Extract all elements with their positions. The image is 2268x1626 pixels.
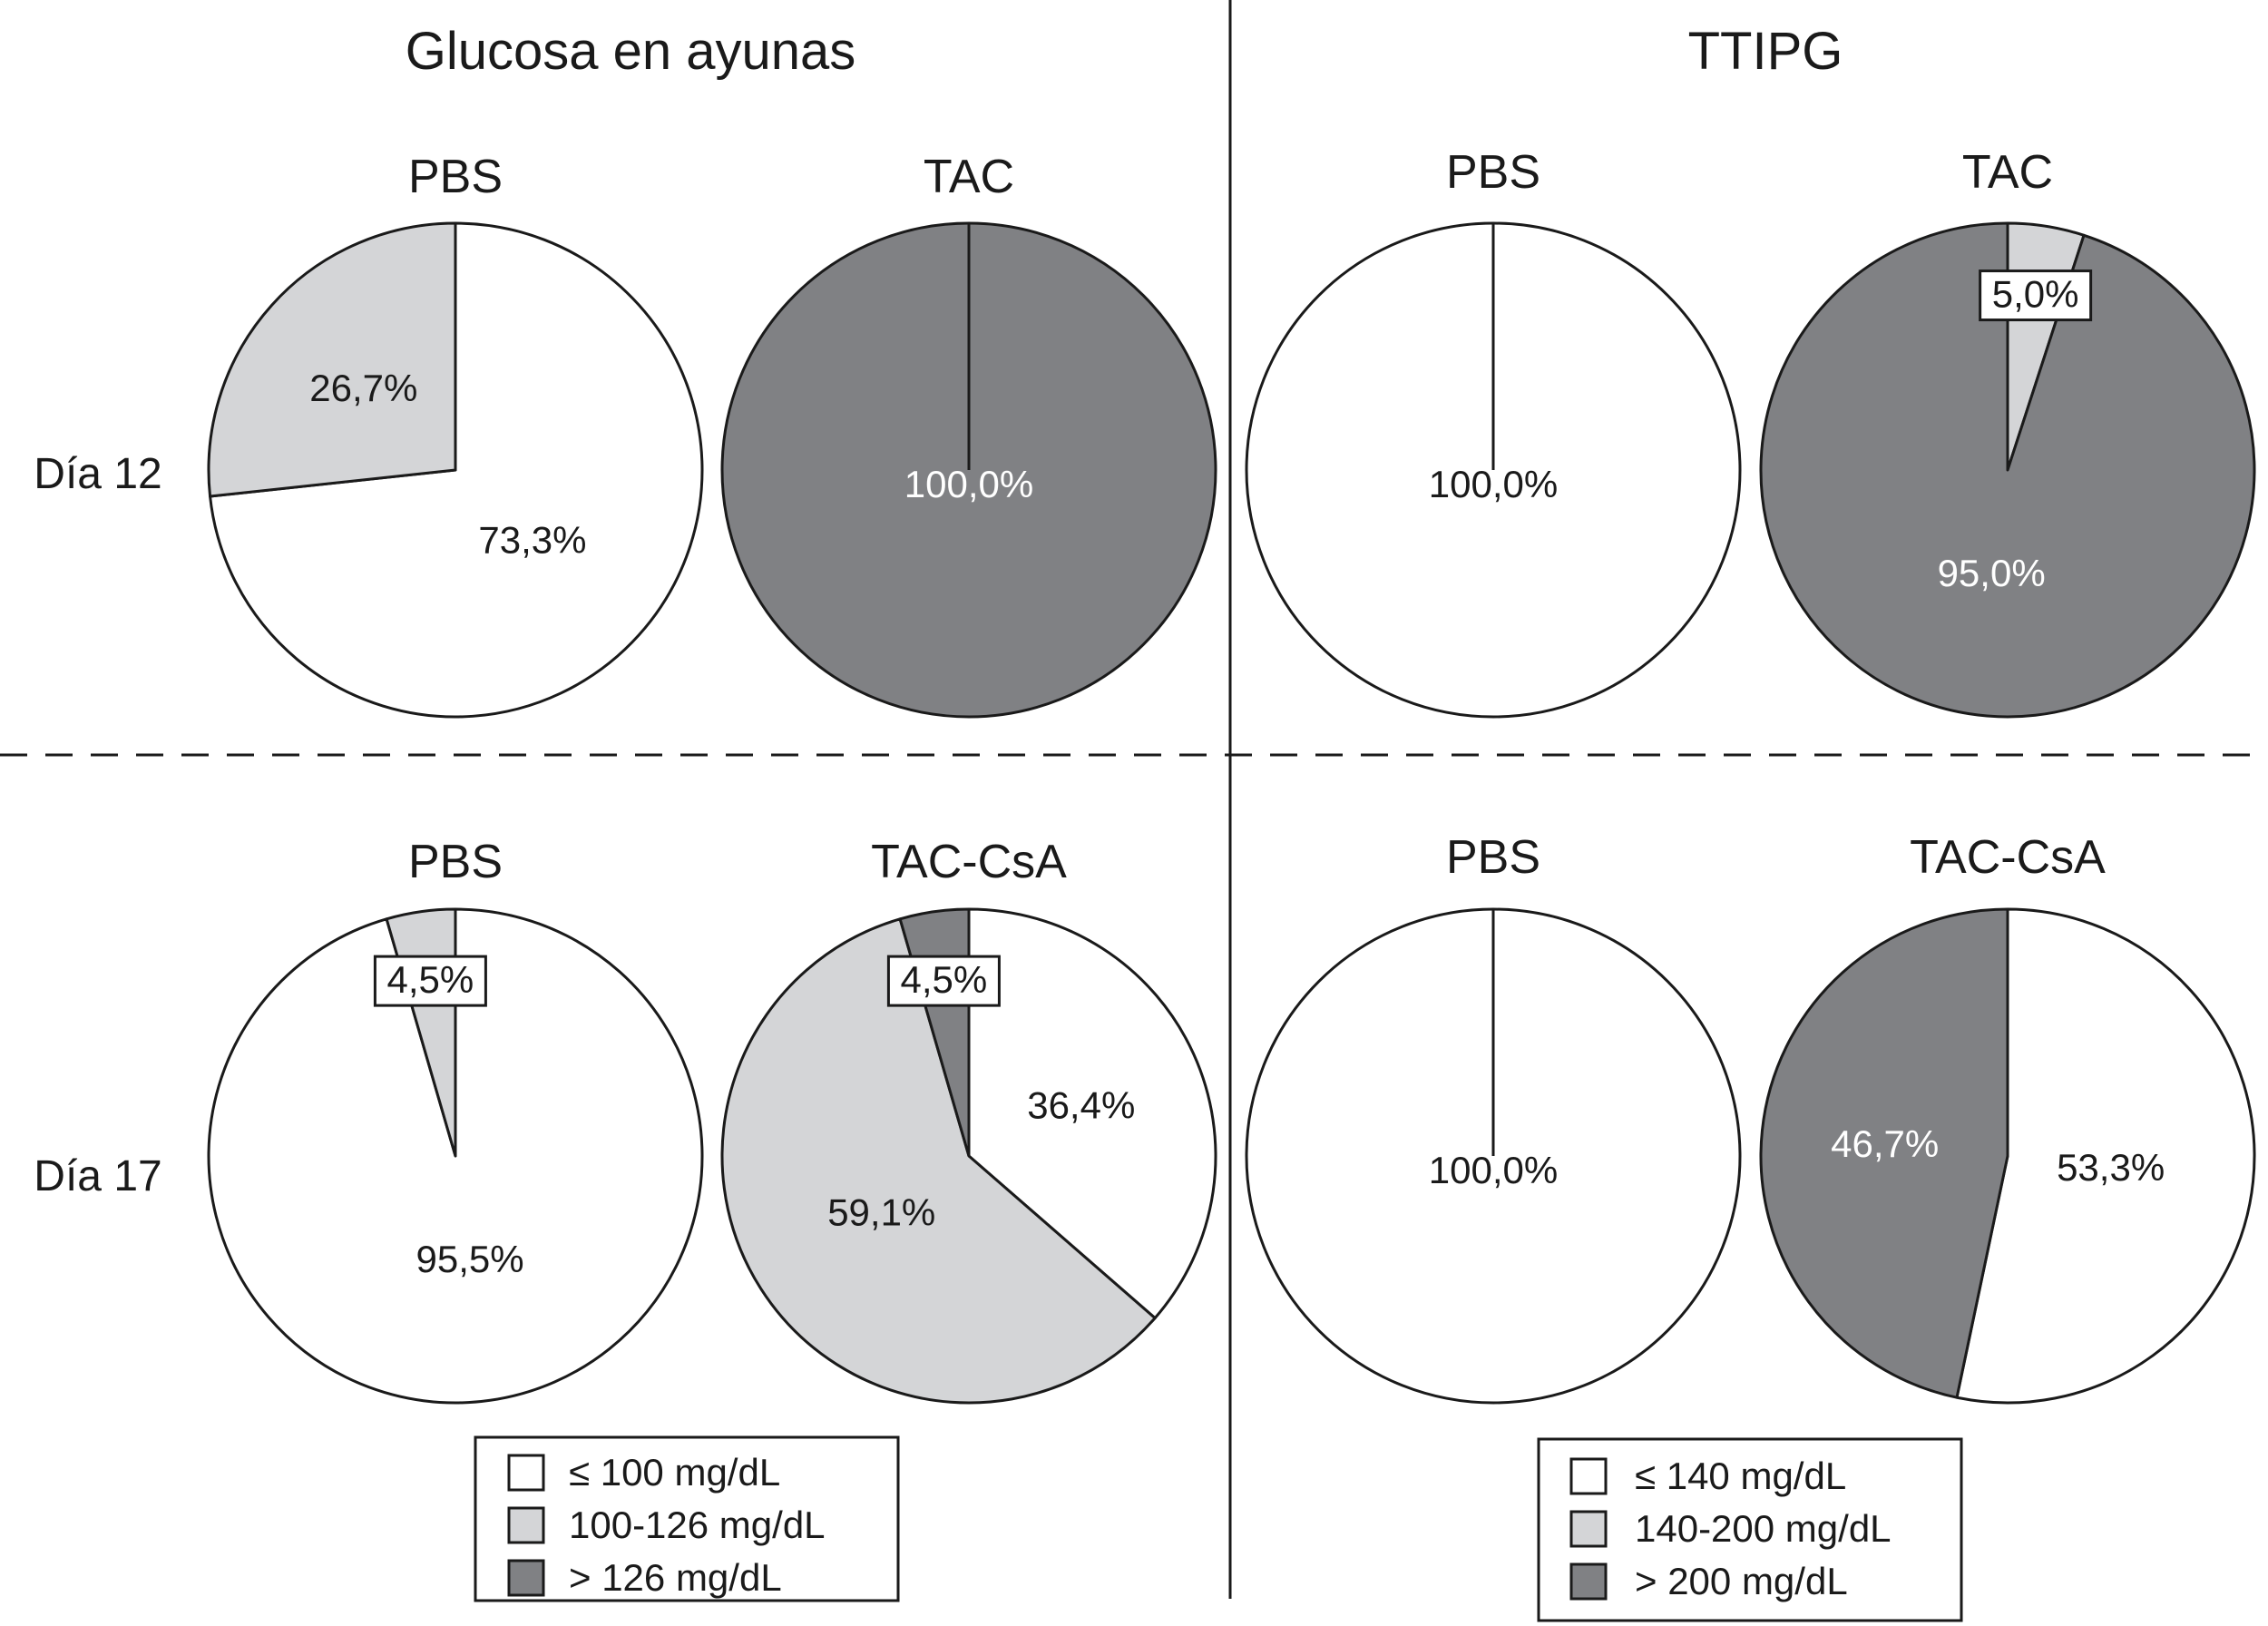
pie-1-label-2: 26,7% — [309, 367, 417, 409]
pie-3-title: PBS — [1446, 146, 1540, 199]
legend-left-label-2: 100-126 mg/dL — [569, 1504, 826, 1546]
pie-8-label-2: 46,7% — [1831, 1122, 1939, 1165]
legend-right-swatch-3 — [1569, 1562, 1608, 1601]
pie-4-label-box-1 — [1979, 269, 2093, 322]
legend-left-label-1: ≤ 100 mg/dL — [569, 1451, 780, 1494]
pie-7-label-1: 100,0% — [1429, 1149, 1558, 1191]
legend-right-swatch-1 — [1569, 1457, 1608, 1495]
pie-4-slice-2 — [1759, 221, 2256, 719]
legend-left-swatch-2 — [507, 1506, 545, 1544]
legend-left-swatch-3 — [507, 1559, 545, 1597]
pie-5-label-2: 4,5% — [387, 958, 474, 1001]
legend-right-label-2: 140-200 mg/dL — [1635, 1507, 1892, 1550]
pie-1-title: PBS — [408, 151, 503, 203]
panel-title-right: TTIPG — [1688, 22, 1843, 81]
row-label-day-17: Día 17 — [34, 1152, 161, 1200]
pie-2: TAC 100,0% — [720, 151, 1217, 719]
row-label-day-12: Día 12 — [34, 450, 161, 498]
legend-right-label-3: > 200 mg/dL — [1635, 1560, 1848, 1602]
legend-right-frame — [1537, 1437, 1963, 1622]
pie-2-title: TAC — [924, 151, 1014, 203]
pie-8-title: TAC-CsA — [1910, 831, 2106, 884]
pie-6-label-1: 36,4% — [1027, 1084, 1135, 1127]
pie-6-title: TAC-CsA — [871, 836, 1067, 888]
pie-7-title: PBS — [1446, 831, 1540, 884]
legend-left-swatch-1 — [507, 1454, 545, 1492]
pies-group: PBS 73,3% 26,7% TAC 100,0% PBS 100,0% TAC 5,0% 95… — [207, 146, 2256, 1405]
legend-left: ≤ 100 mg/dL 100-126 mg/dL > 126 mg/dL — [474, 1435, 900, 1602]
pie-5-title: PBS — [408, 836, 503, 888]
pie-7: PBS 100,0% — [1245, 831, 1742, 1405]
pie-4-title: TAC — [1962, 146, 2053, 199]
pie-6-slice-1 — [967, 907, 1217, 1320]
pie-1-label-1: 73,3% — [478, 518, 586, 561]
legend-left-label-3: > 126 mg/dL — [569, 1556, 782, 1599]
legend-right-swatch-2 — [1569, 1510, 1608, 1548]
pie-6-label-box-3 — [886, 955, 1001, 1007]
pie-4-label-1: 5,0% — [1992, 273, 2079, 316]
legend-right-label-1: ≤ 140 mg/dL — [1635, 1455, 1846, 1497]
legend-left-frame — [474, 1435, 900, 1602]
pie-4-label-2: 95,0% — [1938, 552, 2046, 594]
pie-6-label-2: 59,1% — [827, 1191, 935, 1234]
pie-6: TAC-CsA 36,4% 59,1% 4,5% — [720, 836, 1217, 1405]
pie-1-slice-2 — [207, 221, 457, 498]
pie-6-slice-2 — [720, 917, 1157, 1405]
panel-title-left: Glucosa en ayunas — [406, 22, 856, 81]
pie-5-label-box-2 — [373, 955, 487, 1007]
pie-4: TAC 5,0% 95,0% — [1759, 146, 2256, 719]
pie-8-label-1: 53,3% — [2057, 1146, 2165, 1189]
pie-8-slice-2 — [1759, 907, 2009, 1399]
pie-6-label-3: 4,5% — [901, 958, 988, 1001]
pie-2-label-1: 100,0% — [904, 463, 1033, 505]
pie-3: PBS 100,0% — [1245, 146, 1742, 719]
pie-5: PBS 95,5% 4,5% — [207, 836, 704, 1405]
pie-1: PBS 73,3% 26,7% — [207, 151, 704, 719]
pie-8: TAC-CsA 53,3% 46,7% — [1759, 831, 2256, 1405]
pie-8-slice-1 — [1955, 907, 2256, 1405]
pie-5-label-1: 95,5% — [416, 1238, 524, 1280]
pie-3-label-1: 100,0% — [1429, 463, 1558, 505]
legend-right: ≤ 140 mg/dL 140-200 mg/dL > 200 mg/dL — [1537, 1437, 1963, 1622]
